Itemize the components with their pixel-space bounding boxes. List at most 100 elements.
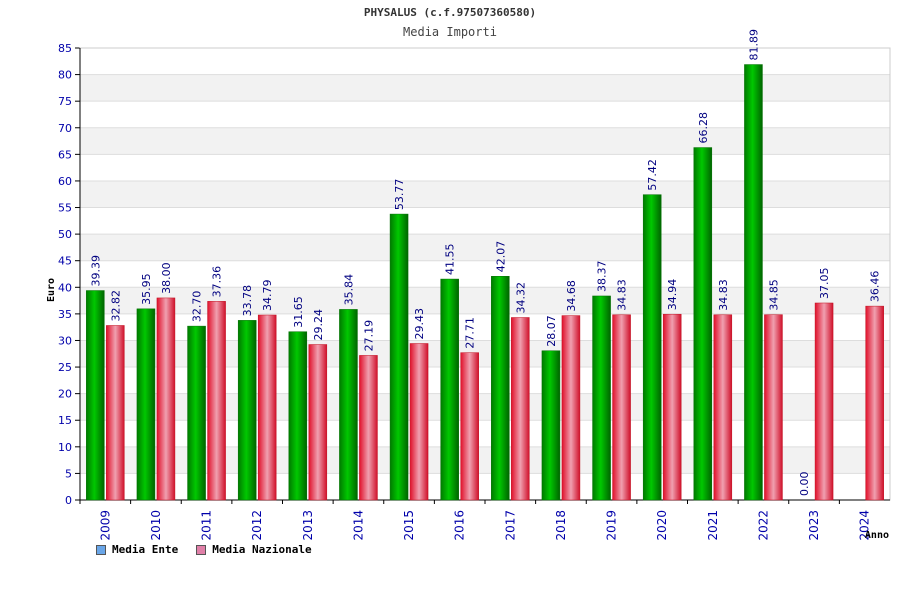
y-tick-label: 35 xyxy=(58,308,72,321)
y-tick-label: 45 xyxy=(58,255,72,268)
y-tick-label: 40 xyxy=(58,281,72,294)
y-tick-label: 10 xyxy=(58,441,72,454)
data-label: 28.07 xyxy=(545,315,558,347)
data-label: 57.42 xyxy=(646,159,659,191)
bar-media-ente xyxy=(288,331,308,501)
bar-media-nazionale xyxy=(106,325,125,501)
legend-swatch xyxy=(196,544,207,555)
bar-media-nazionale xyxy=(460,352,479,501)
bar-media-ente xyxy=(339,309,358,501)
chart-title: PHYSALUS (c.f.97507360580) xyxy=(363,6,537,19)
x-tick-label: 2012 xyxy=(250,510,264,541)
legend-item-media-ente: Media Ente xyxy=(96,543,178,556)
grid-band xyxy=(80,74,890,102)
bar-media-ente xyxy=(187,325,206,501)
y-tick-label: 30 xyxy=(58,334,72,347)
y-tick-label: 15 xyxy=(58,414,72,427)
data-label: 27.19 xyxy=(362,320,375,352)
y-tick-label: 60 xyxy=(58,175,72,188)
y-tick-label: 70 xyxy=(58,122,72,135)
bar-media-ente xyxy=(541,350,561,501)
legend-label: Media Ente xyxy=(112,543,179,556)
y-tick-label: 20 xyxy=(58,388,72,401)
x-tick-label: 2015 xyxy=(402,510,416,541)
data-label: 0.00 xyxy=(798,472,811,497)
bar-media-ente xyxy=(491,276,510,501)
x-axis-label: Anno xyxy=(865,530,889,541)
bar-media-nazionale xyxy=(713,314,733,501)
x-tick-label: 2009 xyxy=(98,510,112,541)
bar-media-nazionale xyxy=(409,343,429,501)
y-tick-label: 65 xyxy=(58,148,72,161)
bar-media-nazionale xyxy=(764,314,783,501)
grid-band xyxy=(80,234,890,261)
data-label: 34.83 xyxy=(616,279,629,311)
x-tick-label: 2017 xyxy=(503,510,517,541)
legend-label: Media Nazionale xyxy=(212,543,312,556)
data-label: 34.85 xyxy=(767,279,780,311)
data-label: 34.94 xyxy=(666,279,679,311)
data-label: 81.89 xyxy=(747,29,760,61)
bar-media-nazionale xyxy=(308,344,328,501)
x-tick-label: 2014 xyxy=(351,510,365,541)
bar-media-ente xyxy=(693,147,713,501)
bar-media-nazionale xyxy=(814,302,834,501)
bar-media-nazionale xyxy=(511,317,530,501)
x-tick-label: 2013 xyxy=(301,510,315,541)
data-label: 29.43 xyxy=(413,308,426,340)
x-tick-label: 2011 xyxy=(200,510,214,541)
axes: 0 5 10 15 20 25 30 35 40 45 50 55 60 65 70 75 80 85 2009 20… xyxy=(58,42,891,541)
data-label: 38.00 xyxy=(160,262,173,294)
y-tick-label: 75 xyxy=(58,95,72,108)
y-tick-label: 0 xyxy=(65,494,72,507)
data-label: 34.32 xyxy=(514,282,527,314)
x-tick-label: 2022 xyxy=(756,510,770,541)
bar-media-ente xyxy=(440,278,459,501)
x-tick-label: 2018 xyxy=(554,510,568,541)
data-label: 29.24 xyxy=(312,309,325,341)
bar-media-nazionale xyxy=(257,314,277,501)
y-tick-label: 25 xyxy=(58,361,72,374)
data-label: 41.55 xyxy=(444,244,457,276)
data-label: 32.82 xyxy=(109,290,122,322)
y-tick-label: 80 xyxy=(58,69,72,82)
data-label: 34.68 xyxy=(565,280,578,312)
x-tick-label: 2023 xyxy=(807,510,821,541)
y-tick-label: 50 xyxy=(58,228,72,241)
bar-media-ente xyxy=(744,64,763,501)
data-label: 36.46 xyxy=(869,271,882,303)
bar-media-ente xyxy=(389,213,409,501)
bar-media-nazionale xyxy=(207,301,226,501)
legend: Media Ente Media Nazionale xyxy=(96,543,312,556)
bar-media-ente xyxy=(642,194,662,501)
x-tick-label: 2016 xyxy=(453,510,467,541)
chart-subtitle: Media Importi xyxy=(403,25,497,39)
data-label: 38.37 xyxy=(596,260,609,292)
grid-band xyxy=(80,180,890,208)
x-tick-label: 2024 xyxy=(858,510,872,541)
x-tick-label: 2021 xyxy=(706,510,720,541)
data-label: 35.84 xyxy=(342,274,355,306)
bar-media-nazionale xyxy=(156,297,176,501)
bar-media-nazionale xyxy=(359,355,378,501)
bars xyxy=(86,64,884,501)
data-label: 27.71 xyxy=(464,317,477,349)
data-label: 33.78 xyxy=(241,285,254,317)
bar-media-nazionale xyxy=(561,315,581,501)
bar-media-nazionale xyxy=(612,314,631,501)
data-label: 34.79 xyxy=(261,279,274,311)
x-tick-label: 2019 xyxy=(605,510,619,541)
legend-swatch xyxy=(96,544,106,555)
data-label: 66.28 xyxy=(697,112,710,144)
bar-media-nazionale xyxy=(662,313,682,501)
bar-media-ente xyxy=(592,295,611,501)
x-tick-label: 2010 xyxy=(149,510,163,541)
bar-media-ente xyxy=(86,290,105,501)
bar-media-ente xyxy=(136,308,156,501)
y-tick-label: 85 xyxy=(58,42,72,55)
bar-media-ente xyxy=(237,320,257,501)
grid-band xyxy=(80,127,890,155)
x-tick-label: 2020 xyxy=(655,510,669,541)
data-label: 42.07 xyxy=(494,241,507,273)
